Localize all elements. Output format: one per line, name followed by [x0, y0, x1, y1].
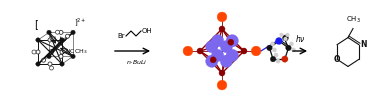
Circle shape: [210, 57, 216, 63]
Circle shape: [286, 45, 291, 51]
Circle shape: [282, 35, 288, 41]
Circle shape: [59, 30, 63, 34]
Circle shape: [60, 50, 64, 54]
Circle shape: [251, 46, 261, 56]
Circle shape: [284, 37, 287, 41]
Circle shape: [219, 70, 225, 76]
Circle shape: [42, 58, 45, 62]
Circle shape: [217, 80, 227, 90]
Circle shape: [47, 54, 51, 59]
Circle shape: [220, 40, 232, 53]
Text: $n$-BuLi: $n$-BuLi: [126, 58, 148, 66]
Text: NCCH$_3$: NCCH$_3$: [65, 48, 88, 56]
Text: CH$_3$: CH$_3$: [345, 14, 361, 25]
Circle shape: [36, 62, 40, 66]
Circle shape: [285, 33, 290, 37]
Circle shape: [291, 48, 296, 52]
Text: O: O: [334, 55, 340, 64]
Circle shape: [65, 34, 70, 38]
Circle shape: [274, 53, 278, 57]
Circle shape: [36, 38, 40, 42]
Text: hν: hν: [296, 34, 305, 43]
Circle shape: [47, 30, 51, 35]
Circle shape: [276, 59, 280, 63]
Circle shape: [270, 56, 276, 62]
Circle shape: [59, 54, 63, 58]
Circle shape: [226, 49, 239, 62]
Circle shape: [276, 38, 282, 44]
Circle shape: [266, 45, 272, 51]
Circle shape: [228, 39, 234, 45]
Text: N: N: [360, 40, 367, 49]
Circle shape: [279, 33, 284, 37]
Circle shape: [60, 38, 64, 42]
Circle shape: [226, 35, 239, 47]
Circle shape: [272, 48, 277, 52]
Circle shape: [50, 66, 54, 70]
Circle shape: [282, 56, 288, 62]
Circle shape: [48, 38, 52, 42]
Circle shape: [220, 55, 232, 67]
Circle shape: [206, 55, 218, 67]
Text: OH: OH: [142, 28, 153, 34]
Circle shape: [289, 42, 294, 46]
Circle shape: [241, 48, 247, 54]
Circle shape: [206, 40, 218, 53]
Circle shape: [48, 62, 52, 66]
Circle shape: [32, 50, 36, 54]
Circle shape: [56, 30, 59, 34]
Circle shape: [36, 50, 40, 54]
Text: Br: Br: [117, 33, 125, 39]
Circle shape: [217, 12, 227, 22]
Circle shape: [60, 62, 64, 66]
Circle shape: [211, 35, 224, 47]
Circle shape: [183, 46, 193, 56]
Circle shape: [71, 54, 75, 59]
Circle shape: [197, 48, 203, 54]
Circle shape: [219, 26, 225, 32]
Text: ]$^{2+}$: ]$^{2+}$: [74, 17, 87, 29]
Circle shape: [211, 49, 224, 62]
Circle shape: [71, 30, 75, 35]
Circle shape: [270, 42, 275, 46]
Text: [: [: [34, 19, 38, 29]
